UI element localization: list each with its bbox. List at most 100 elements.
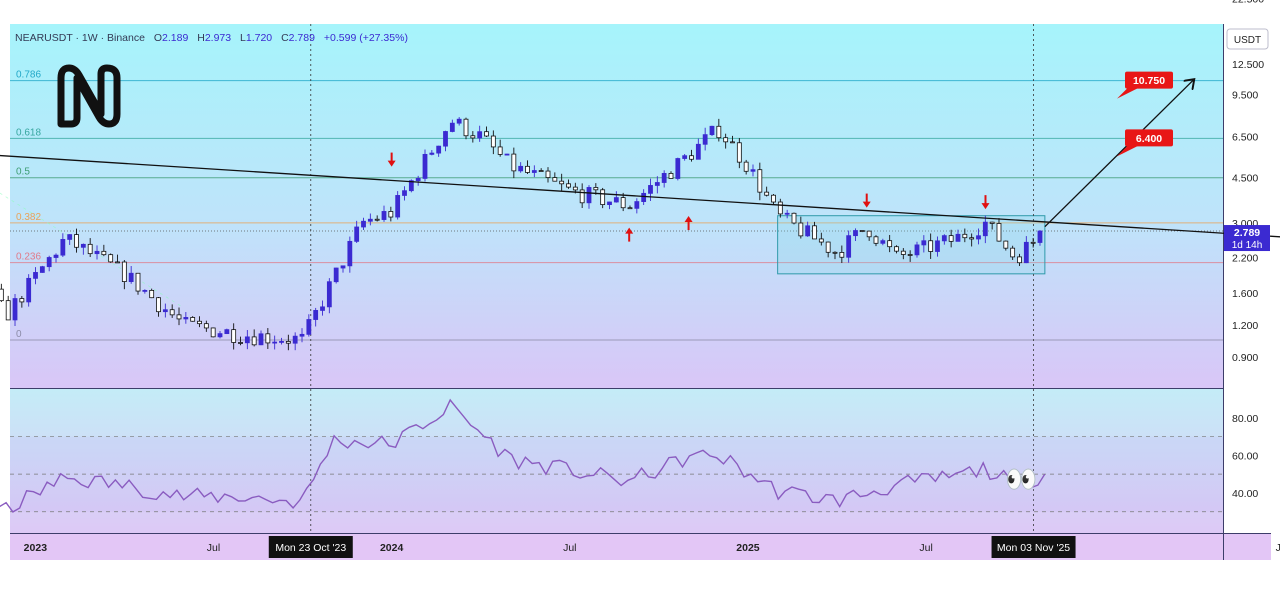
candle-body	[504, 153, 510, 156]
candle-body	[149, 289, 155, 299]
candle-body	[244, 336, 250, 344]
candle-body	[279, 341, 284, 343]
candle-body	[586, 187, 592, 204]
candle-body	[887, 240, 893, 248]
candle-body	[900, 250, 906, 255]
candle	[422, 149, 428, 182]
candle	[511, 147, 517, 179]
candle-body	[552, 177, 558, 182]
candle	[203, 320, 209, 332]
candle-body	[675, 158, 681, 179]
candle-body	[572, 186, 578, 191]
candle	[620, 192, 626, 212]
candle-body	[156, 297, 161, 313]
candle	[381, 205, 387, 222]
high-value: 2.973	[205, 32, 231, 44]
candle-body	[689, 155, 694, 160]
crosshair-date-text: Mon 03 Nov '25	[997, 542, 1070, 554]
candle-body	[839, 252, 845, 258]
candle	[723, 133, 729, 149]
candle-body	[94, 250, 100, 255]
candle	[627, 205, 633, 210]
candle-body	[162, 309, 168, 313]
candle	[244, 330, 250, 350]
time-axis[interactable]: 2021Jul2022Jul2023Jul2024Jul2025JulJul20…	[0, 536, 1280, 558]
candle-body	[730, 141, 735, 144]
candle-body	[914, 244, 920, 256]
candle-body	[545, 170, 551, 178]
candle-body	[190, 317, 196, 322]
candle	[272, 335, 278, 350]
candle-body	[941, 235, 947, 242]
candle	[559, 173, 565, 191]
candle-body	[217, 333, 223, 338]
time-tick-label: 2025	[736, 542, 760, 554]
candle-body	[935, 240, 940, 252]
eyes-emoji: 👀	[1005, 464, 1037, 494]
candle	[484, 126, 489, 137]
candle-body	[121, 261, 127, 283]
candle-body	[962, 233, 968, 239]
candle-body	[607, 201, 612, 205]
candle-body	[996, 223, 1002, 242]
fib-label-0.786: 0.786	[16, 70, 41, 81]
candle	[470, 131, 476, 143]
candle	[197, 316, 202, 328]
candle	[907, 250, 913, 262]
candle-body	[866, 230, 872, 238]
open-value: 2.189	[162, 32, 188, 44]
candle	[682, 153, 688, 161]
high-label: H	[197, 32, 205, 44]
candle	[1023, 236, 1029, 264]
time-axis-background	[10, 534, 1271, 560]
rsi-tick-label: 40.00	[1232, 488, 1258, 500]
candle-body	[832, 251, 838, 254]
close-value: 2.789	[289, 32, 315, 44]
price-tag-background	[1224, 225, 1270, 252]
candle	[0, 283, 4, 303]
candle	[443, 130, 448, 152]
candle-body	[518, 165, 524, 172]
candle-body	[798, 222, 804, 237]
candle-body	[805, 225, 811, 237]
red-down-arrow-icon	[387, 152, 396, 167]
fib-label-0.236: 0.236	[16, 252, 41, 263]
projection-arrow	[1044, 80, 1193, 228]
arrow-head	[862, 201, 871, 208]
candle	[87, 238, 93, 258]
red-down-arrow-icon	[862, 193, 871, 208]
time-tick-label: Jul	[563, 542, 576, 554]
candle-body	[108, 254, 114, 263]
red-up-arrow-icon	[684, 216, 693, 231]
candle-body	[723, 137, 729, 143]
candle-body	[948, 235, 954, 242]
candle	[709, 125, 715, 137]
candle-body	[183, 317, 189, 320]
candle	[538, 168, 544, 172]
candle	[887, 234, 893, 253]
candle	[33, 267, 38, 285]
candle-body	[39, 266, 45, 273]
candle	[880, 238, 886, 246]
candle	[176, 307, 182, 326]
candle	[914, 241, 920, 258]
candle	[1030, 237, 1036, 248]
target-label-10.750: 10.750	[1117, 71, 1173, 99]
candle	[224, 328, 230, 335]
rsi-line	[0, 398, 1046, 513]
candle	[39, 265, 45, 273]
descending-trendline	[0, 154, 1280, 238]
candle	[183, 312, 189, 324]
candle	[265, 328, 271, 349]
candle	[299, 328, 305, 343]
candle-body	[928, 240, 934, 252]
trendline-layer: 10.750 6.400	[0, 71, 1280, 238]
candle	[798, 216, 804, 239]
candle	[818, 232, 824, 246]
candle-body	[771, 194, 776, 203]
candle	[436, 145, 442, 157]
currency-button[interactable]: USDT	[1226, 28, 1269, 50]
candle	[695, 138, 701, 160]
price-panel-background	[10, 24, 1223, 388]
